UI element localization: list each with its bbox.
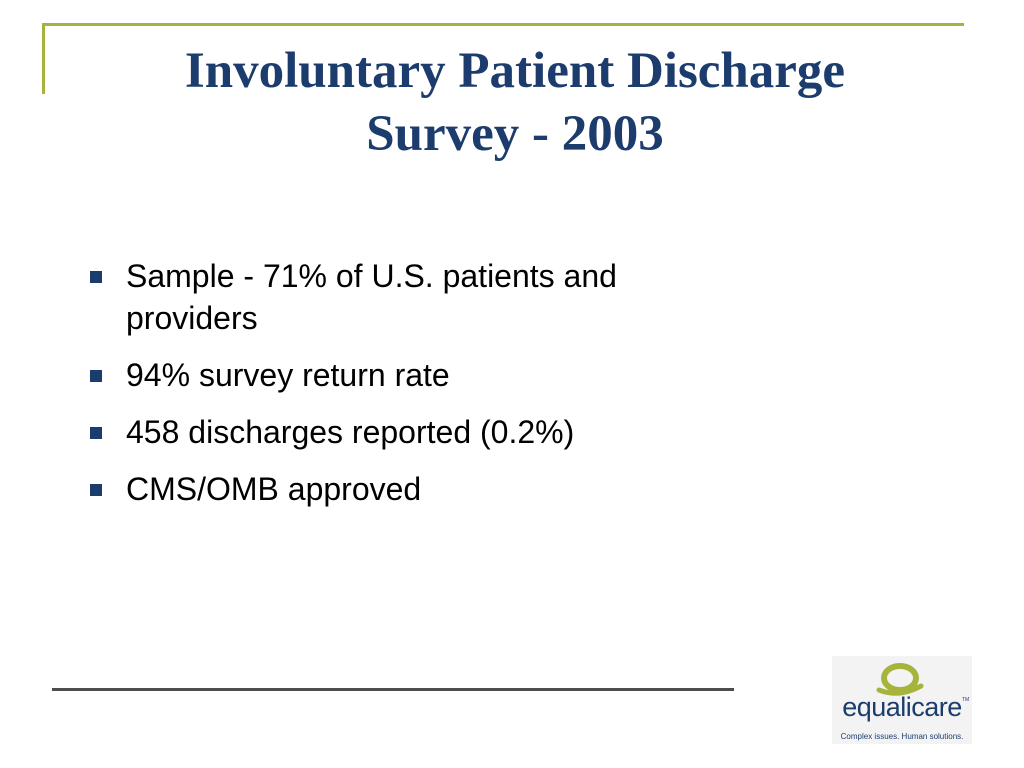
square-bullet-icon [90,427,102,439]
bullet-item-return-rate: 94% survey return rate [88,354,788,396]
bullet-text-continued: providers [126,300,258,336]
bullet-item-sample: Sample - 71% of U.S. patients and provid… [88,255,788,339]
square-bullet-icon [90,484,102,496]
bullet-text: CMS/OMB approved [126,471,422,507]
logo-tagline: Complex issues. Human solutions. [840,732,964,741]
logo-wordmark: equalicare [842,692,962,722]
bullet-item-approval: CMS/OMB approved [88,468,788,510]
bullet-text: 94% survey return rate [126,357,450,393]
frame-left-rule [42,23,45,94]
equalicare-logo: equalicare TM Complex issues. Human solu… [832,656,972,744]
bullet-text: 458 discharges reported (0.2%) [126,414,575,450]
logo-trademark: TM [962,697,970,703]
bullet-text: Sample - 71% of U.S. patients and [126,258,617,294]
bullet-list: Sample - 71% of U.S. patients and provid… [88,255,788,525]
slide-title-line-2: Survey - 2003 [366,106,664,162]
slide-title: Involuntary Patient Discharge Survey - 2… [60,40,970,166]
square-bullet-icon [90,370,102,382]
slide-title-line-1: Involuntary Patient Discharge [184,43,846,99]
square-bullet-icon [90,271,102,283]
frame-top-rule [42,23,964,26]
footer-rule [52,688,734,691]
equalicare-logo-mark-icon [876,663,924,696]
bullet-item-discharges: 458 discharges reported (0.2%) [88,411,788,453]
